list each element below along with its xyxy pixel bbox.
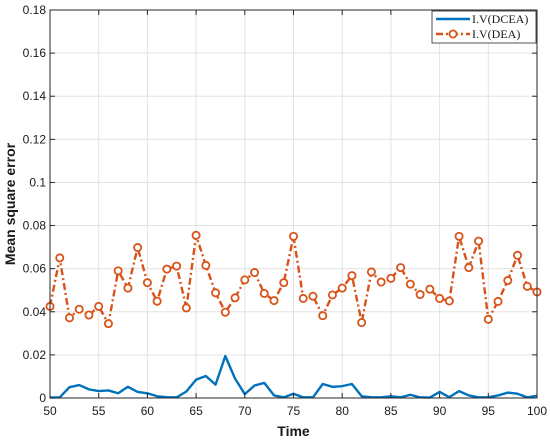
data-point-dea <box>337 283 347 293</box>
x-tick-label: 60 <box>141 404 155 418</box>
data-point-dea <box>308 291 318 301</box>
data-point-dea <box>152 296 162 306</box>
data-point-dea <box>269 296 279 306</box>
data-point-dea <box>464 263 474 273</box>
data-point-dea <box>64 313 74 323</box>
data-point-dea <box>123 283 133 293</box>
legend-label-dea: I.V(DEA) <box>472 27 520 41</box>
x-tick-label: 65 <box>189 404 203 418</box>
data-point-dea <box>279 278 289 288</box>
y-tick-label: 0.04 <box>23 305 47 319</box>
y-tick-labels: 0 0.02 0.04 0.06 0.08 0.1 0.12 0.14 0.16 0.18 <box>23 3 47 405</box>
x-tick-label: 70 <box>238 404 252 418</box>
y-tick-label: 0.02 <box>23 348 47 362</box>
data-point-dea <box>84 310 94 320</box>
data-point-dea <box>162 264 172 274</box>
y-tick-label: 0.16 <box>23 46 47 60</box>
data-point-dea <box>386 273 396 283</box>
x-tick-label: 50 <box>43 404 57 418</box>
x-tick-label: 80 <box>336 404 350 418</box>
data-point-dea <box>425 284 435 294</box>
data-point-dea <box>220 307 230 317</box>
data-point-dea <box>454 231 464 241</box>
data-point-dea <box>94 301 104 311</box>
data-point-dea <box>513 250 523 260</box>
x-tick-label: 75 <box>287 404 301 418</box>
x-tick-label: 90 <box>433 404 447 418</box>
data-point-dea <box>55 253 65 263</box>
data-point-dea <box>396 263 406 273</box>
data-point-dea <box>230 293 240 303</box>
data-point-dea <box>444 296 454 306</box>
data-point-dea <box>474 236 484 246</box>
tick-marks <box>49 9 538 399</box>
data-point-dea <box>327 290 337 300</box>
legend-label-dcea: I.V(DCEA) <box>472 12 528 26</box>
legend: I.V(DCEA) I.V(DEA) <box>431 10 537 44</box>
y-tick-label: 0.1 <box>29 175 46 189</box>
x-tick-label: 55 <box>92 404 106 418</box>
x-axis-label: Time <box>277 423 310 439</box>
y-tick-label: 0.08 <box>23 219 47 233</box>
data-point-dea <box>181 303 191 313</box>
data-point-dea <box>133 243 143 253</box>
y-axis-label: Mean square error <box>2 142 18 265</box>
y-tick-label: 0.12 <box>23 132 47 146</box>
data-point-dea <box>142 278 152 288</box>
x-tick-label: 95 <box>482 404 496 418</box>
data-point-dea <box>503 276 513 286</box>
data-point-dea <box>376 277 386 287</box>
x-tick-labels: 50 55 60 65 70 75 80 85 90 95 100 <box>43 404 547 418</box>
x-tick-label: 100 <box>527 404 547 418</box>
data-point-dea <box>318 311 328 321</box>
data-point-dea <box>201 260 211 270</box>
data-point-dea <box>298 293 308 303</box>
data-point-dea <box>240 275 250 285</box>
data-point-dea <box>435 293 445 303</box>
data-point-dea <box>405 279 415 289</box>
data-point-dea <box>211 288 221 298</box>
data-point-dea <box>191 230 201 240</box>
data-point-dea <box>366 267 376 277</box>
data-point-dea <box>522 281 532 291</box>
data-point-dea <box>493 296 503 306</box>
data-point-dea <box>415 290 425 300</box>
data-point-dea <box>103 319 113 329</box>
data-point-dea <box>288 231 298 241</box>
data-point-dea <box>259 288 269 298</box>
x-tick-label: 85 <box>384 404 398 418</box>
y-tick-label: 0.14 <box>23 89 47 103</box>
y-tick-label: 0 <box>39 391 46 405</box>
data-point-dea <box>172 261 182 271</box>
data-point-dea <box>347 271 357 281</box>
data-point-dea <box>483 314 493 324</box>
grid-lines <box>49 9 538 399</box>
y-tick-label: 0.18 <box>23 3 47 17</box>
y-tick-label: 0.06 <box>23 262 47 276</box>
legend-marker-dea <box>448 29 458 39</box>
legend-box <box>431 10 537 44</box>
data-point-dea <box>250 268 260 278</box>
data-point-dea <box>74 304 84 314</box>
data-point-dea <box>357 318 367 328</box>
data-point-dea <box>113 266 123 276</box>
